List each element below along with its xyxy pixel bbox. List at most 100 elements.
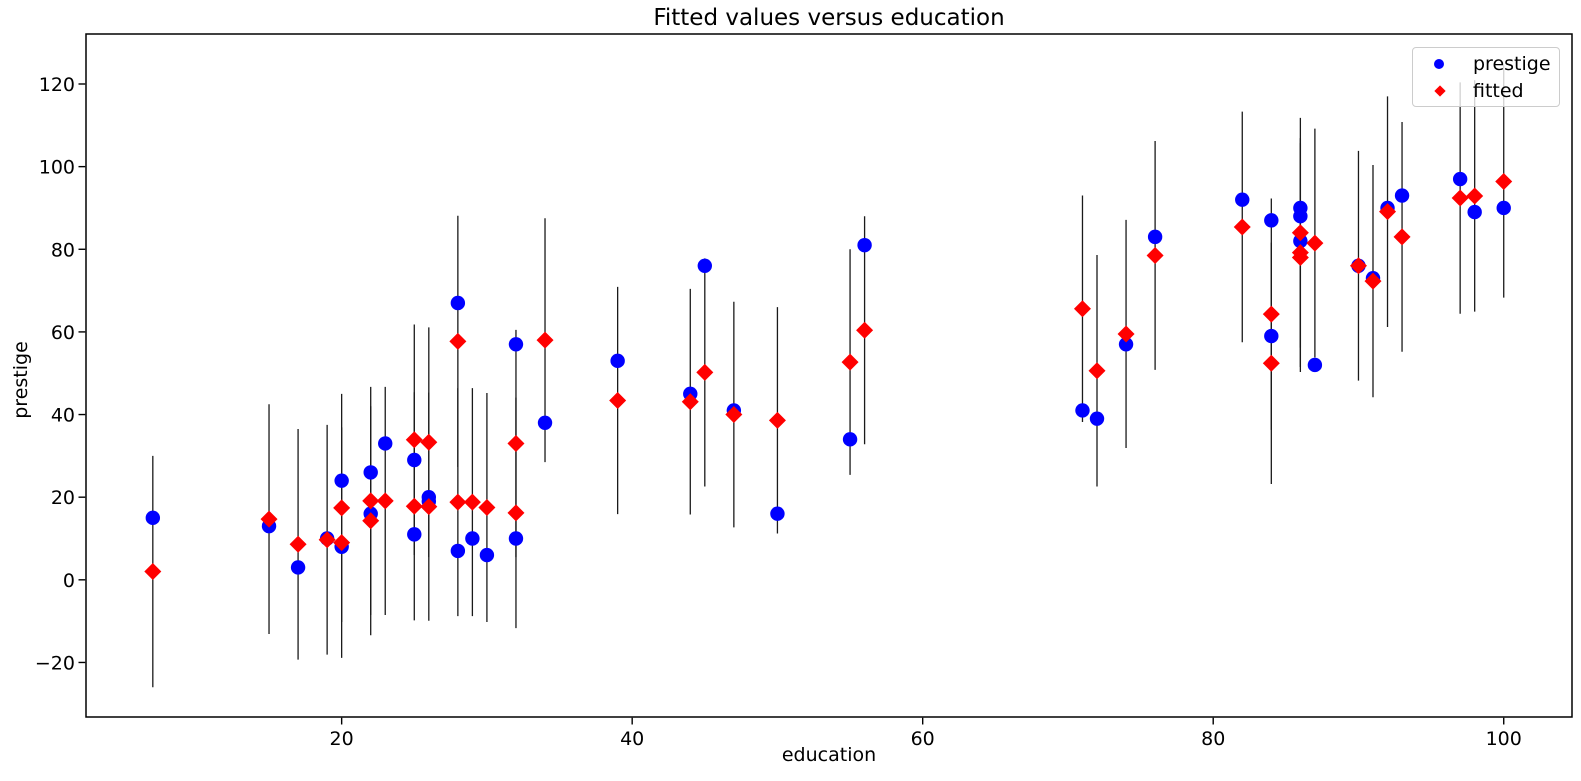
errorbar-group [152, 65, 1505, 688]
data-point-fitted [405, 431, 423, 449]
data-point-fitted [362, 512, 380, 530]
data-point-prestige [290, 560, 306, 575]
data-point-fitted [1451, 189, 1469, 207]
y-tick-label: 20 [51, 487, 75, 509]
data-point-fitted [1233, 218, 1251, 236]
y-tick-label: 40 [51, 405, 75, 427]
data-point-fitted [362, 492, 380, 510]
data-point-prestige [145, 510, 161, 526]
x-tick-label: 60 [911, 728, 935, 750]
data-point-prestige [363, 465, 378, 480]
data-point-prestige [697, 258, 713, 273]
y-tick-label: 0 [63, 570, 75, 592]
data-point-prestige [465, 531, 480, 546]
data-point-prestige [407, 527, 422, 542]
y-axis-label: prestige [10, 341, 32, 419]
data-point-fitted [1262, 305, 1280, 323]
data-point-prestige [334, 473, 349, 488]
data-point-fitted [405, 497, 423, 515]
x-axis-label: education [781, 744, 877, 766]
data-point-prestige [1496, 200, 1511, 216]
data-point-fitted [144, 563, 162, 581]
fitted-points [144, 173, 1513, 581]
data-point-prestige [1452, 171, 1468, 187]
data-point-fitted [507, 434, 525, 452]
data-point-prestige [1264, 328, 1279, 344]
data-point-fitted [260, 510, 278, 528]
data-point-prestige [1293, 209, 1308, 224]
data-point-prestige [1075, 403, 1090, 418]
data-point-prestige [537, 415, 553, 431]
data-point-fitted [420, 498, 438, 516]
data-point-fitted [536, 331, 554, 349]
data-point-fitted [856, 321, 874, 339]
data-point-prestige [770, 506, 785, 521]
y-tick-label: 60 [51, 322, 75, 344]
data-point-prestige [1089, 411, 1105, 426]
data-point-fitted [318, 531, 336, 549]
data-point-fitted [1349, 257, 1367, 275]
data-point-prestige [1147, 229, 1163, 245]
legend-entry-fitted: fitted [1413, 77, 1559, 105]
fitted-marker-icon [1434, 85, 1446, 97]
data-point-prestige [407, 452, 422, 468]
data-point-fitted [1466, 187, 1484, 205]
y-tick-label: 120 [39, 74, 75, 96]
data-point-prestige [1235, 192, 1250, 207]
data-point-fitted [420, 433, 438, 451]
data-point-fitted [463, 493, 481, 511]
data-point-fitted [1146, 246, 1164, 264]
x-tick-label: 80 [1201, 728, 1225, 750]
data-point-fitted [333, 499, 351, 517]
data-point-fitted [1393, 228, 1411, 246]
data-point-prestige [450, 295, 466, 311]
legend-label-prestige: prestige [1473, 53, 1551, 75]
data-point-fitted [1495, 173, 1513, 191]
legend-entry-prestige: prestige [1413, 50, 1559, 78]
data-point-fitted [696, 363, 714, 381]
data-point-fitted [725, 406, 743, 424]
data-point-fitted [333, 534, 351, 552]
data-point-prestige [450, 543, 466, 559]
legend-label-fitted: fitted [1473, 80, 1524, 102]
chart-title: Fitted values versus education [653, 5, 1005, 31]
x-tick-label: 20 [330, 728, 354, 750]
axes-frame [85, 33, 1573, 718]
y-tick-label: 80 [51, 239, 75, 261]
data-point-prestige [610, 353, 625, 369]
data-point-fitted [1262, 354, 1280, 372]
data-point-prestige [1307, 357, 1323, 373]
data-point-prestige [1264, 213, 1279, 228]
y-tick-label: 100 [39, 157, 75, 179]
data-point-fitted [449, 493, 467, 511]
data-point-fitted [768, 411, 786, 429]
data-point-fitted [609, 391, 627, 409]
data-point-fitted [478, 499, 496, 517]
data-point-prestige [421, 489, 437, 505]
data-point-fitted [1117, 325, 1135, 343]
data-point-prestige [378, 436, 393, 451]
data-point-fitted [1306, 234, 1324, 252]
x-tick-label: 100 [1486, 728, 1522, 750]
data-point-prestige [479, 547, 495, 563]
data-point-prestige [508, 337, 524, 352]
data-point-prestige [857, 237, 872, 253]
x-tick-label: 40 [620, 728, 644, 750]
data-point-fitted [449, 332, 467, 350]
axes: 20 40 60 80 100 −20 0 20 40 60 80 100 120 [35, 33, 1573, 750]
data-point-prestige [842, 432, 858, 447]
data-point-fitted [289, 535, 307, 553]
data-point-fitted [1379, 203, 1397, 221]
data-point-fitted [507, 504, 525, 522]
data-point-prestige [1394, 188, 1410, 203]
data-point-fitted [1364, 272, 1382, 290]
y-tick-label: −20 [35, 652, 75, 674]
prestige-marker-icon [1434, 59, 1444, 69]
data-point-fitted [681, 393, 699, 411]
data-point-fitted [1291, 244, 1309, 262]
data-point-fitted [376, 492, 394, 510]
data-point-prestige [1467, 204, 1482, 220]
data-point-fitted [841, 353, 859, 371]
